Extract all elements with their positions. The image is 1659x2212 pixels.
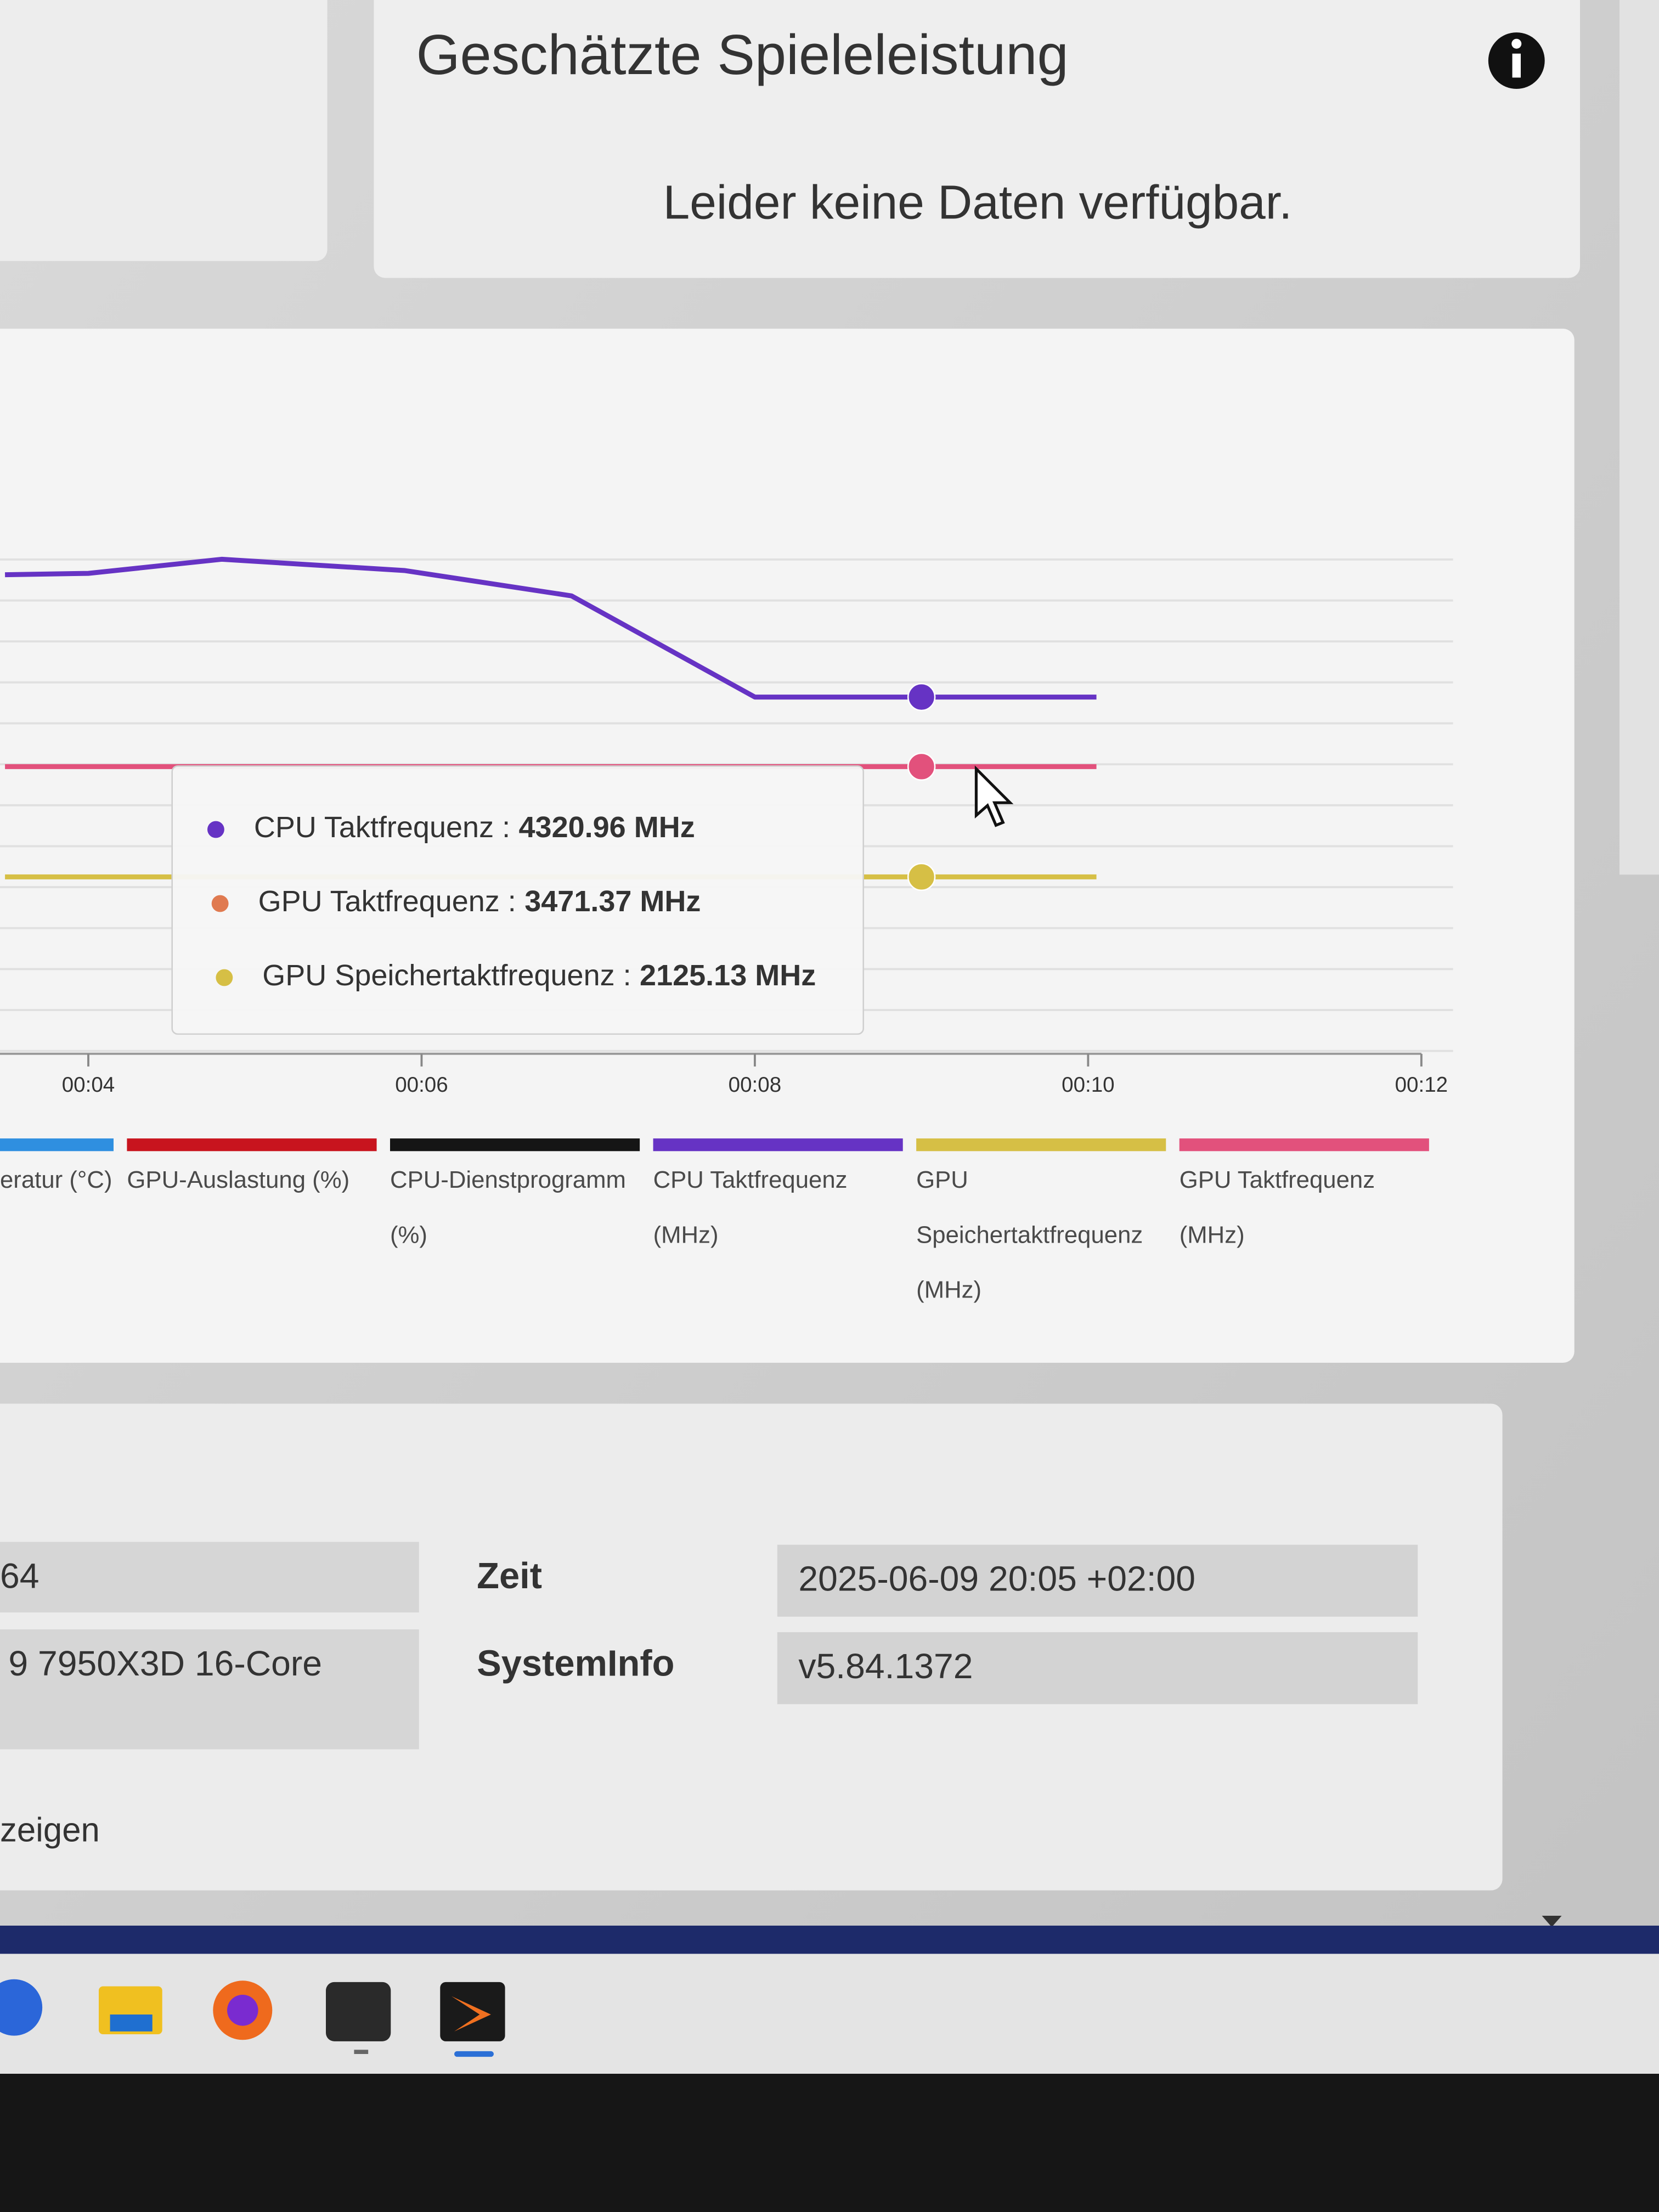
mouse-cursor [974,765,1014,827]
tooltip-dot [216,969,233,986]
tooltip-dot [211,895,229,912]
info-card [0,1403,1503,1891]
x-tick-label: 00:08 [729,1073,782,1097]
info-value: 9 7950X3D 16-Core [8,1644,322,1683]
scrollbar[interactable] [1620,0,1659,875]
card-title: Geschätzte Spieleleistung [416,23,1069,86]
tooltip-box [171,765,865,1035]
info-icon-stem [1512,53,1521,78]
legend-swatch[interactable] [390,1138,640,1152]
legend-label-box: eratur (°C) [0,1166,112,1194]
tooltip-label: GPU Speichertaktfrequenz : [262,959,631,992]
x-tick-label: 00:06 [395,1073,448,1097]
taskbar-firefox-detail [227,1995,258,2026]
taskbar-explorer-detail [110,2015,153,2032]
tooltip: CPU Taktfrequenz : 4320.96 MHz GPU Taktfre… [171,765,865,1035]
tooltip-value: 4320.96 MHz [519,811,695,844]
tooltip-text: GPU Taktfrequenz :3471.37 MHz [258,885,701,918]
legend-label-box: GPU Taktfrequenz (MHz) [1179,1166,1375,1249]
tooltip-text: CPU Taktfrequenz : 4320.96 MHz [254,811,695,844]
taskbar-app[interactable] [326,1982,391,2041]
tooltip-dot [207,821,224,838]
no-data-message: Leider keine Daten verfügbar. [663,176,1293,229]
hover-marker [907,682,936,712]
show-link[interactable]: zeigen [0,1812,100,1849]
info-table: 64 Zeit 2025-06-09 20:05 +02:00 9 7950X3D 1… [0,1542,1418,1750]
taskbar-indicator [454,2051,494,2057]
legend-swatch[interactable] [653,1138,903,1152]
legend-swatch[interactable] [916,1138,1166,1152]
series-line [5,556,1097,700]
taskbar-app-active[interactable] [440,1982,505,2041]
legend-label-box: GPU Speichertaktfrequenz (MHz) [916,1166,1143,1304]
tooltip-label: GPU Taktfrequenz : [258,885,516,918]
info-key: Zeit [477,1555,542,1596]
tooltip-label: CPU Taktfrequenz : [254,811,510,844]
info-cell [777,1544,1418,1617]
window-edge [0,1926,1659,1954]
monitor-bezel [0,2074,1659,2212]
legend-label[interactable]: GPU-Auslastung (%) [127,1166,350,1194]
info-value: 64 [0,1556,39,1595]
taskbar-indicator [354,2050,369,2054]
info-cell [777,1632,1418,1705]
x-tick-label: 00:12 [1395,1073,1448,1097]
legend-swatch[interactable] [1179,1138,1429,1152]
taskbar-app[interactable] [0,1979,43,2036]
info-key: SystemInfo [477,1643,674,1684]
legend-swatch[interactable] [127,1138,377,1152]
legend-label[interactable]: GPU Taktfrequenz (MHz) [1179,1166,1375,1249]
legend-label[interactable]: CPU Taktfrequenz (MHz) [653,1166,848,1249]
hover-marker [907,752,936,781]
chart: 00:04 00:06 00:08 00:10 00:12 CPU Taktfrequen… [0,556,1453,1304]
tooltip-text: GPU Speichertaktfrequenz : 2125.13 MHz [262,959,816,992]
info-cell [0,1629,419,1750]
scroll-arrow[interactable] [1542,1916,1562,1927]
legend-label[interactable]: eratur (°C) [0,1166,112,1194]
tooltip-value: 3471.37 MHz [524,885,701,918]
legend-label[interactable]: GPU Speichertaktfrequenz (MHz) [916,1166,1143,1304]
info-icon-dot [1511,38,1522,49]
performance-card [374,0,1580,278]
legend-label-box: CPU Taktfrequenz (MHz) [653,1166,848,1249]
left-card [0,0,328,261]
legend-swatch[interactable] [0,1138,114,1152]
info-cell [0,1542,419,1613]
legend-label-box: GPU-Auslastung (%) [127,1166,350,1194]
x-tick-label: 00:10 [1062,1073,1115,1097]
legend-label-box: CPU-Dienstprogramm (%) [390,1166,626,1249]
tooltip-value: 2125.13 MHz [640,959,816,992]
taskbar [0,1954,1659,2074]
hover-marker [907,862,936,891]
taskbar-app-logo [451,1996,491,2032]
legend-label[interactable]: CPU-Dienstprogramm (%) [390,1166,626,1249]
info-value: 2025-06-09 20:05 +02:00 [798,1559,1195,1599]
info-value: v5.84.1372 [798,1646,973,1686]
x-tick-label: 00:04 [62,1073,115,1097]
